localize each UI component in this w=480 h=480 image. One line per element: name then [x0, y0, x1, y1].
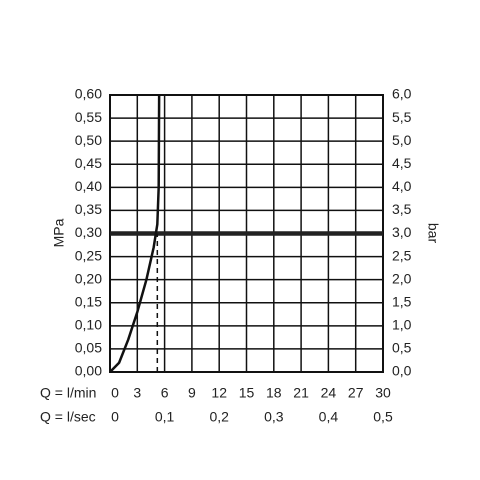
x2-tick-label: 0,3 [264, 409, 284, 425]
y-tick-label: 0,00 [75, 363, 102, 379]
y-tick-label: 0,50 [75, 132, 102, 148]
y-tick-label: 0,30 [75, 224, 102, 240]
curve [109, 94, 161, 373]
y-tick-label: 0,25 [75, 247, 102, 263]
y-tick-label: 0,10 [75, 317, 102, 333]
y2-tick-label: 2,0 [392, 270, 412, 286]
y2-tick-label: 3,5 [392, 201, 412, 217]
y-tick-label: 0,45 [75, 155, 102, 171]
y-tick-label: 0,55 [75, 109, 102, 125]
x-tick-label: 3 [133, 385, 141, 401]
y2-tick-label: 3,0 [392, 224, 412, 240]
y2-tick-label: 4,5 [392, 155, 412, 171]
x2-tick-label: 0,5 [373, 409, 393, 425]
x-tick-label: 24 [321, 385, 337, 401]
y-axis-label: MPa [51, 218, 67, 247]
x-tick-label: 30 [375, 385, 391, 401]
y-tick-label: 0,35 [75, 201, 102, 217]
x-tick-label: 15 [239, 385, 255, 401]
x-tick-label: 27 [348, 385, 364, 401]
x-tick-label: 9 [188, 385, 196, 401]
y-tick-label: 0,05 [75, 340, 102, 356]
x-tick-label: 18 [266, 385, 282, 401]
y-tick-label: 0,60 [75, 86, 102, 102]
y2-tick-label: 6,0 [392, 86, 412, 102]
y2-tick-label: 1,5 [392, 293, 412, 309]
x2-tick-label: 0,4 [319, 409, 339, 425]
x-tick-label: 0 [111, 385, 119, 401]
y2-axis-label: bar [425, 223, 441, 244]
y2-tick-label: 0,5 [392, 340, 412, 356]
y-tick-label: 0,40 [75, 178, 102, 194]
y-tick-label: 0,20 [75, 270, 102, 286]
x2-tick-label: 0,2 [209, 409, 229, 425]
x-axis-label: Q = l/min [40, 385, 96, 401]
y2-tick-label: 2,5 [392, 247, 412, 263]
x2-axis-label: Q = l/sec [40, 409, 96, 425]
x2-tick-label: 0 [111, 409, 119, 425]
x-tick-label: 21 [293, 385, 309, 401]
y2-tick-label: 4,0 [392, 178, 412, 194]
x-tick-label: 6 [161, 385, 169, 401]
y2-tick-label: 5,5 [392, 109, 412, 125]
y2-tick-label: 5,0 [392, 132, 412, 148]
y-tick-label: 0,15 [75, 293, 102, 309]
y2-tick-label: 0,0 [392, 363, 412, 379]
x2-tick-label: 0,1 [155, 409, 175, 425]
x-tick-label: 12 [211, 385, 227, 401]
y2-tick-label: 1,0 [392, 317, 412, 333]
